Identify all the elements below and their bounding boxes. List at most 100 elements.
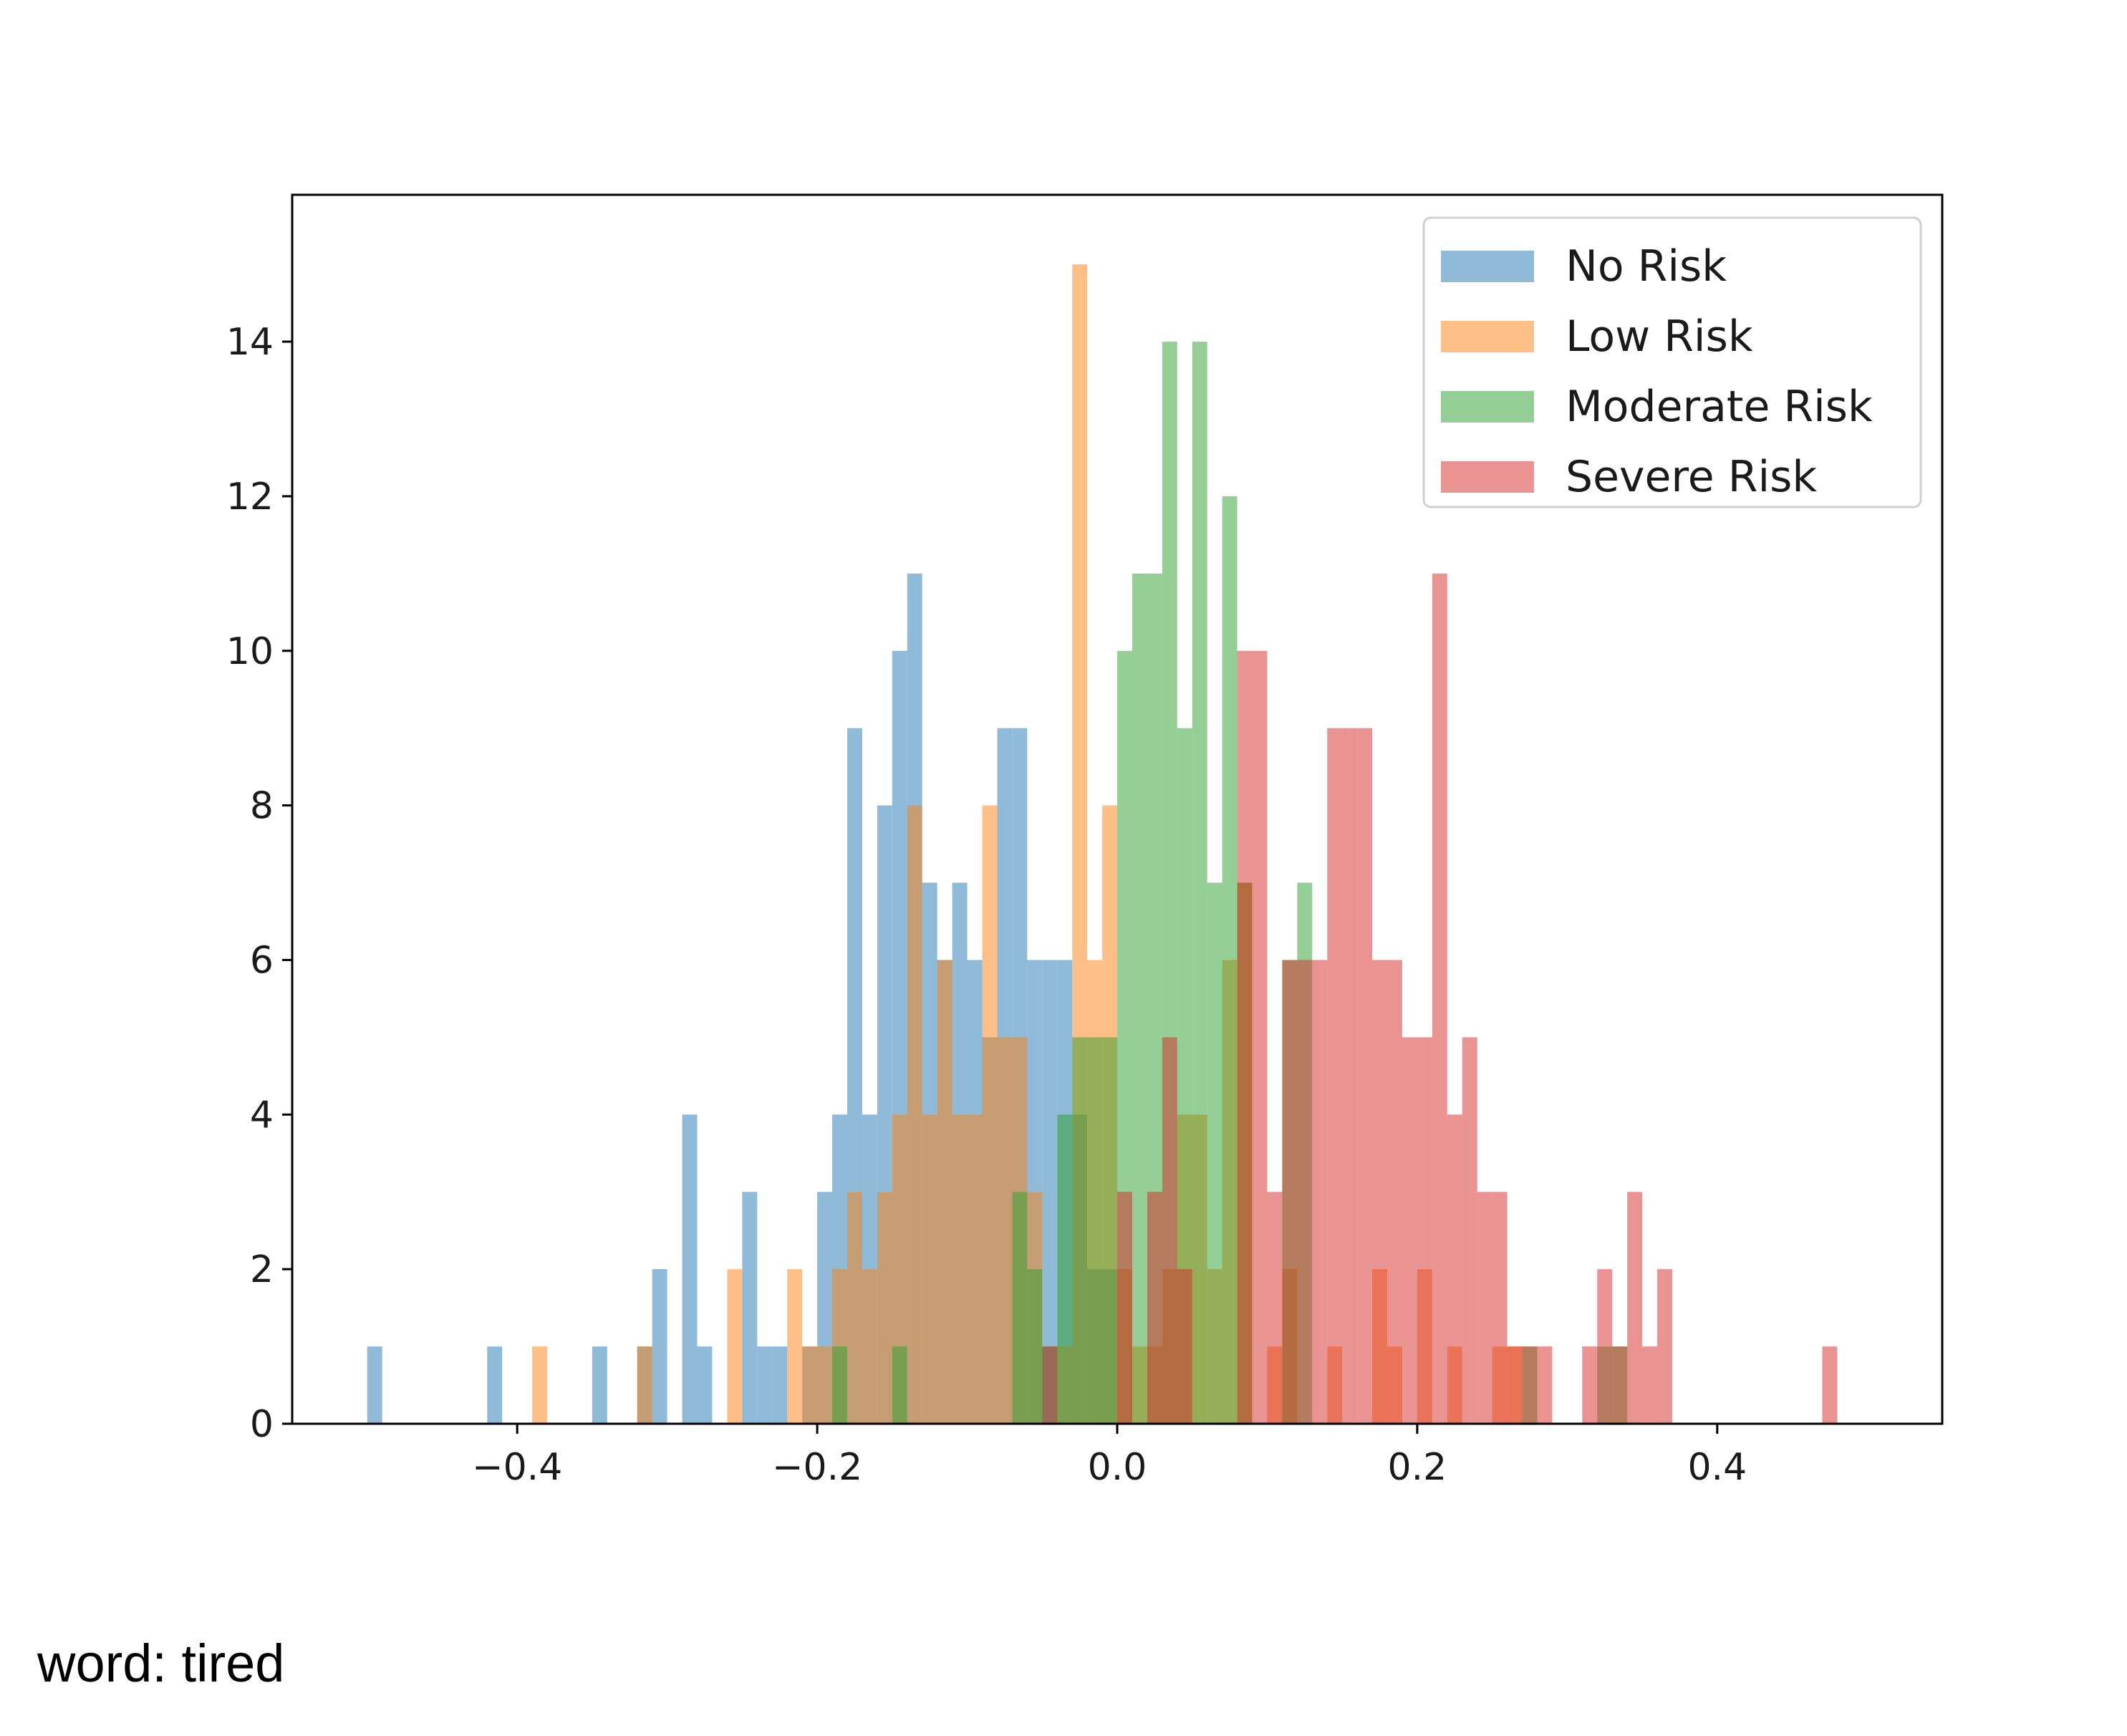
histogram-bar	[1402, 1037, 1417, 1424]
histogram-bar	[367, 1346, 382, 1424]
histogram-bar	[1057, 1114, 1073, 1424]
x-tick-label: 0.0	[1088, 1446, 1147, 1489]
histogram-bar	[1507, 1346, 1523, 1424]
histogram-bar	[1462, 1037, 1477, 1424]
histogram-bar	[652, 1269, 667, 1424]
histogram-bar	[1387, 960, 1402, 1424]
histogram-bar	[1072, 1037, 1088, 1424]
histogram-bar	[1327, 728, 1343, 1424]
x-tick-label: −0.4	[472, 1446, 562, 1489]
histogram-bar	[757, 1346, 773, 1424]
histogram-bar	[697, 1346, 713, 1424]
legend-box	[1422, 216, 1922, 508]
y-tick-label: 10	[226, 630, 274, 673]
series-severe-risk	[1042, 573, 1838, 1424]
histogram-bar	[802, 1346, 818, 1424]
y-tick-label: 12	[226, 476, 274, 519]
histogram-bar	[772, 1346, 788, 1424]
histogram-bar	[1177, 1269, 1192, 1424]
histogram-bar	[907, 805, 922, 1424]
histogram-bar	[1357, 728, 1373, 1424]
y-tick-label: 4	[250, 1094, 274, 1137]
histogram-bar	[1192, 342, 1207, 1424]
histogram-bar	[1822, 1346, 1838, 1424]
legend-swatch	[1441, 251, 1534, 282]
histogram-bar	[1537, 1346, 1553, 1424]
histogram-bar	[1132, 573, 1147, 1424]
legend-label: Severe Risk	[1566, 452, 1817, 502]
histogram-bar	[1042, 960, 1058, 1424]
histogram-bar	[1237, 650, 1253, 1424]
histogram-bar	[1027, 1269, 1043, 1424]
legend-swatch	[1441, 321, 1534, 352]
histogram-bar	[1297, 960, 1313, 1424]
histogram-bar	[1627, 1192, 1643, 1424]
legend-label: No Risk	[1566, 241, 1727, 291]
histogram-bar	[832, 1346, 847, 1424]
histogram-bar	[1087, 1037, 1103, 1424]
histogram-bar	[817, 1346, 833, 1424]
legend: No Risk Low Risk Moderate Risk Severe Risk	[1422, 216, 1922, 508]
histogram-bar	[1342, 728, 1358, 1424]
histogram-bar	[1417, 1037, 1432, 1424]
histogram-bar	[1582, 1346, 1598, 1424]
histogram-bar	[1372, 960, 1388, 1424]
histogram-bar	[1642, 1346, 1658, 1424]
x-tick-label: 0.2	[1388, 1446, 1447, 1489]
histogram-bar	[787, 1269, 803, 1424]
histogram-bar	[682, 1114, 698, 1424]
histogram-bar	[487, 1346, 503, 1424]
histogram-bar	[937, 960, 952, 1424]
histogram-bar	[877, 1192, 892, 1424]
histogram-bar	[1177, 728, 1192, 1424]
histogram-bar	[637, 1346, 652, 1424]
histogram-bar	[1432, 573, 1447, 1424]
histogram-bar	[742, 1192, 758, 1424]
histogram-bar	[1492, 1192, 1508, 1424]
histogram-bar	[727, 1269, 743, 1424]
legend-label: Moderate Risk	[1566, 382, 1873, 432]
histogram-bar	[1147, 1192, 1162, 1424]
legend-swatch	[1441, 461, 1534, 493]
histogram-bar	[1522, 1346, 1538, 1424]
histogram-bar	[1447, 1114, 1462, 1424]
histogram-bar	[982, 805, 998, 1424]
histogram-bar	[847, 1192, 862, 1424]
x-axis: −0.4 −0.2 0.0 0.2 0.4	[472, 1424, 1747, 1489]
x-tick-label: 0.4	[1687, 1446, 1747, 1489]
histogram-bar	[1117, 1192, 1132, 1424]
histogram-bar	[1102, 1037, 1117, 1424]
histogram-bar	[1162, 1037, 1177, 1424]
histogram-bar	[1657, 1269, 1672, 1424]
histogram-bar	[952, 1114, 968, 1424]
histogram-bars	[367, 264, 1838, 1424]
legend-swatch	[1441, 391, 1534, 423]
histogram-bar	[892, 1346, 907, 1424]
histogram-bar	[532, 1346, 548, 1424]
histogram-chart: −0.4 −0.2 0.0 0.2 0.4 0 2 4 6 8 10 12 14 No Risk Low…	[226, 193, 1944, 1489]
histogram-bar	[1267, 1192, 1283, 1424]
histogram-bar	[1282, 960, 1298, 1424]
y-tick-label: 6	[250, 939, 274, 982]
histogram-bar	[1612, 1346, 1628, 1424]
y-tick-label: 0	[250, 1403, 274, 1446]
legend-label: Low Risk	[1566, 312, 1753, 362]
histogram-bar	[1252, 650, 1268, 1424]
y-tick-label: 14	[226, 321, 274, 364]
y-tick-label: 2	[250, 1248, 274, 1291]
y-axis: 0 2 4 6 8 10 12 14	[226, 321, 292, 1446]
x-tick-label: −0.2	[772, 1446, 862, 1489]
histogram-bar	[1312, 960, 1328, 1424]
histogram-bar	[1042, 1346, 1058, 1424]
histogram-bar	[592, 1346, 607, 1424]
histogram-bar	[1012, 1192, 1028, 1424]
histogram-bar	[997, 1037, 1013, 1424]
histogram-bar	[1477, 1192, 1492, 1424]
histogram-bar	[862, 1269, 877, 1424]
y-tick-label: 8	[250, 785, 274, 828]
caption-word: word: tired	[37, 1634, 285, 1693]
histogram-bar	[1222, 496, 1238, 1424]
histogram-bar	[1597, 1269, 1613, 1424]
histogram-bar	[967, 1114, 983, 1424]
histogram-bar	[922, 1114, 937, 1424]
